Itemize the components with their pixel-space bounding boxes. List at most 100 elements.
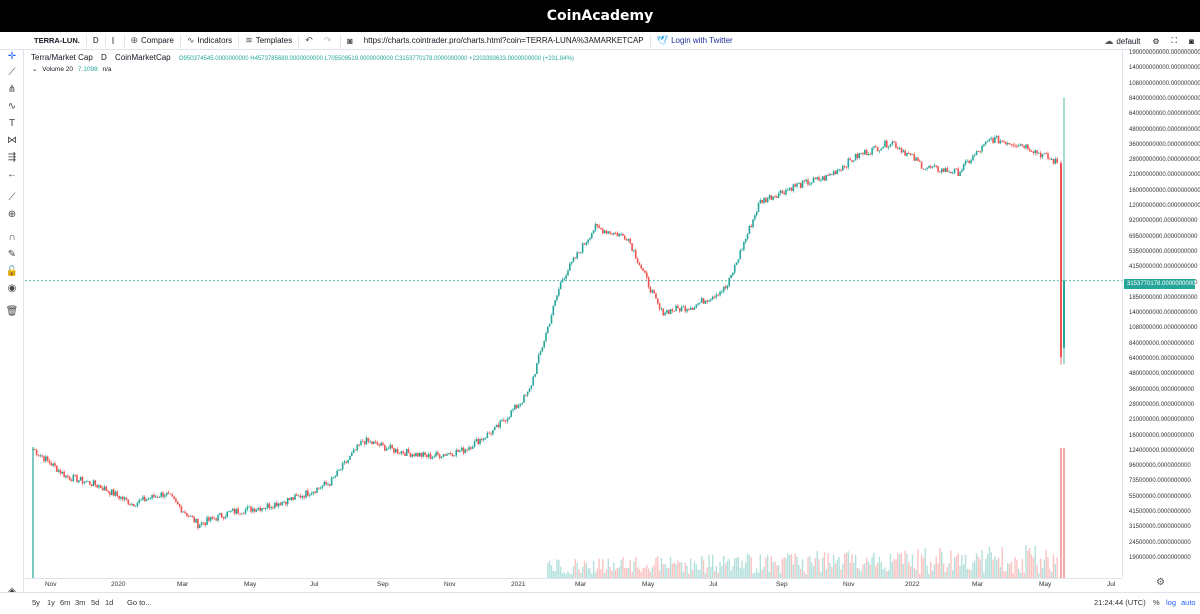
volume-bar	[658, 571, 661, 578]
templates-button[interactable]: ≋ Templates	[241, 32, 296, 50]
candle-body	[415, 452, 417, 457]
camera-button[interactable]: ◙	[1183, 32, 1200, 50]
trendline-tool[interactable]: ⟋	[4, 66, 20, 80]
time-tick-label: Mar	[575, 581, 587, 588]
volume-bar	[783, 557, 785, 578]
log-toggle[interactable]: log	[1166, 598, 1177, 607]
candle-body	[343, 461, 346, 464]
clock: 21:24:44 (UTC)	[1094, 598, 1146, 607]
settings-button[interactable]: ⚙	[1146, 32, 1165, 50]
crosshair-tool[interactable]: ✛	[4, 50, 20, 64]
volume-bar	[842, 563, 844, 578]
candle-body	[592, 230, 595, 234]
candle-body	[350, 452, 353, 456]
candle-body	[820, 179, 822, 181]
candle-body	[164, 495, 166, 497]
volume-bar	[942, 563, 945, 578]
volume-bar	[810, 562, 813, 578]
indicators-button[interactable]: ∿ Indicators	[183, 32, 236, 50]
volume-bar	[548, 560, 551, 578]
volume-bar	[567, 571, 569, 578]
stay-drawing-tool[interactable]: ✎	[4, 248, 20, 262]
url-text[interactable]: https://charts.cointrader.pro/charts.htm…	[363, 36, 644, 45]
redo-button[interactable]: ↷	[320, 32, 339, 50]
candle-body	[950, 171, 952, 174]
twitter-login-button[interactable]: 🕊 Login with Twitter	[653, 32, 737, 50]
goto-button[interactable]: Go to...	[127, 598, 152, 607]
candle-body	[777, 193, 780, 198]
axis-settings-button[interactable]: ⚙	[1156, 577, 1165, 588]
candle-body	[356, 444, 359, 451]
candle-body	[446, 454, 448, 456]
undo-button[interactable]: ↶	[301, 32, 320, 50]
magnet-tool[interactable]: ∩	[4, 231, 20, 245]
compare-button[interactable]: ⊕ Compare	[127, 32, 178, 50]
range-1d[interactable]: 1d	[105, 598, 114, 607]
price-tick-label: 6950000000.0000000000	[1129, 233, 1198, 240]
volume-bar	[1019, 572, 1022, 578]
volume-bar	[972, 562, 974, 578]
brush-tool[interactable]: ∿	[4, 100, 20, 114]
price-tick-label: 4150000000.0000000000	[1129, 264, 1198, 271]
candle-body	[812, 177, 815, 183]
candle-body	[153, 494, 155, 498]
prediction-tool[interactable]: ⇶	[4, 151, 20, 165]
candle-body	[464, 449, 467, 454]
range-5d[interactable]: 5d	[91, 598, 100, 607]
candle-body	[792, 184, 795, 192]
price-tick-label: 190000000000.0000000000	[1129, 50, 1200, 56]
price-axis[interactable]: 190000000000.0000000000 140000000000.0000…	[1122, 50, 1200, 578]
interval-button[interactable]: D	[92, 36, 99, 45]
range-6m[interactable]: 6m	[60, 598, 71, 607]
volume-bar	[1054, 563, 1057, 578]
candle-body	[1012, 144, 1014, 146]
candle-body	[178, 504, 181, 507]
arrow-tool[interactable]: ←	[4, 168, 20, 182]
candle-body	[629, 238, 632, 244]
volume-bar	[730, 570, 732, 578]
candle-body	[283, 501, 285, 503]
pattern-tool[interactable]: ⋈	[4, 134, 20, 148]
symbol-search[interactable]: TERRA-LUN.	[34, 36, 80, 45]
ruler-tool[interactable]: ⟋	[4, 191, 20, 205]
percent-toggle[interactable]: %	[1153, 598, 1160, 607]
lock-tool[interactable]: 🔓	[4, 265, 20, 279]
range-1y[interactable]: 1y	[47, 598, 55, 607]
hide-tool[interactable]: ◉	[4, 282, 20, 296]
remove-tool[interactable]: 🗑	[4, 305, 20, 319]
candle-body	[268, 503, 271, 509]
banner: CoinAcademy	[0, 0, 1200, 32]
layout-button[interactable]: ☁ default	[1098, 32, 1146, 50]
time-axis[interactable]: Nov 2020 Mar May Jul Sep Nov 2021 Mar May Jul Sep No…	[25, 578, 1122, 592]
volume-bar	[735, 557, 738, 578]
volume-bar	[635, 556, 637, 578]
candle-body	[704, 300, 707, 304]
candle-body	[585, 242, 588, 245]
candle-body	[310, 493, 313, 496]
text-tool[interactable]: T	[4, 117, 20, 131]
candle-body	[559, 282, 562, 290]
candle-body	[65, 475, 67, 478]
candle-body	[321, 485, 324, 488]
auto-toggle[interactable]: auto	[1181, 598, 1196, 607]
volume-bar	[1063, 448, 1065, 578]
time-tick-label: Nov	[843, 581, 855, 588]
collapse-icon[interactable]: ⌄	[32, 66, 38, 73]
volume-bar	[642, 567, 644, 578]
range-5y[interactable]: 5y	[32, 598, 40, 607]
fullscreen-button[interactable]: ⛶	[1166, 32, 1184, 50]
candle-body	[907, 152, 910, 154]
price-tick-label: 1080000000.0000000000	[1129, 325, 1198, 332]
candle-body	[799, 183, 802, 188]
candle-body	[929, 166, 932, 168]
snapshot-button[interactable]: ◙	[343, 32, 359, 50]
candle-body	[772, 196, 774, 200]
pitchfork-tool[interactable]: ⋔	[4, 83, 20, 97]
range-3m[interactable]: 3m	[75, 598, 86, 607]
chart-style-button[interactable]: ⫾	[108, 32, 122, 50]
price-chart[interactable]	[25, 50, 1122, 578]
zoom-tool[interactable]: ⊕	[4, 208, 20, 222]
favorites-tool[interactable]: ◈	[4, 585, 20, 599]
crosshair-icon: ✛	[7, 51, 17, 62]
candle-body	[569, 263, 571, 271]
